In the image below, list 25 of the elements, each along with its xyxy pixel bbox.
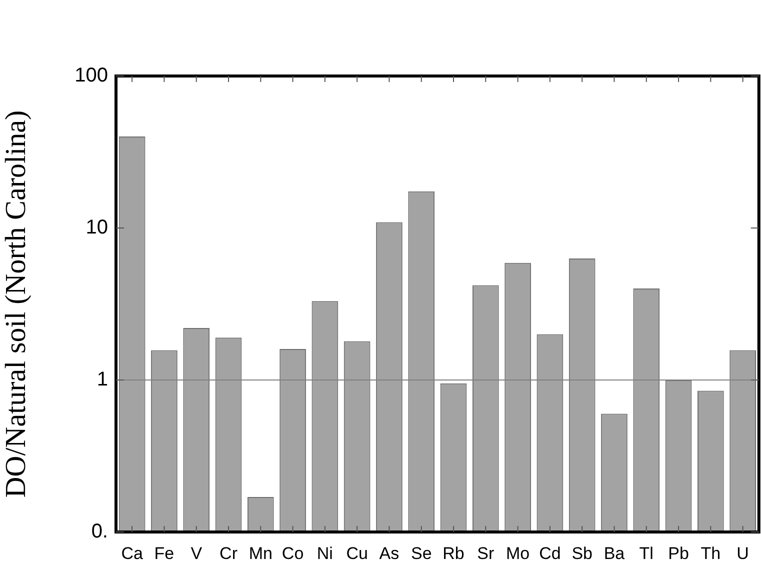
x-tick-label: Mn — [248, 544, 272, 563]
x-tick-label: Rb — [442, 544, 464, 563]
x-tick-label: As — [379, 544, 400, 563]
x-tick-label: Fe — [154, 544, 174, 563]
y-tick-label: 10 — [86, 216, 108, 239]
x-tick-label: U — [736, 544, 749, 563]
y-tick-label: 1 — [96, 368, 108, 391]
x-tick-label: Pb — [668, 544, 689, 563]
y-tick-label: 0. — [91, 520, 108, 543]
x-tick-label: Cr — [220, 544, 238, 563]
y-tick-label: 100 — [74, 64, 108, 87]
x-tick-label: Th — [700, 544, 721, 563]
x-tick-label: Co — [282, 544, 304, 563]
x-tick-label: Sb — [572, 544, 592, 563]
y-axis-title: DO/Natural soil (North Carolina) — [0, 110, 32, 498]
x-tick-label: V — [190, 544, 203, 563]
x-tick-label: Ca — [121, 544, 144, 563]
x-tick-label: Tl — [639, 544, 654, 563]
x-tick-label: Ba — [604, 544, 626, 563]
x-tick-label: Cd — [539, 544, 561, 563]
x-tick-label: Sr — [477, 544, 494, 563]
x-tick-label: Cu — [346, 544, 368, 563]
x-tick-label: Mo — [506, 544, 530, 563]
x-tick-label: Ni — [316, 544, 333, 563]
x-tick-label: Se — [410, 544, 432, 563]
